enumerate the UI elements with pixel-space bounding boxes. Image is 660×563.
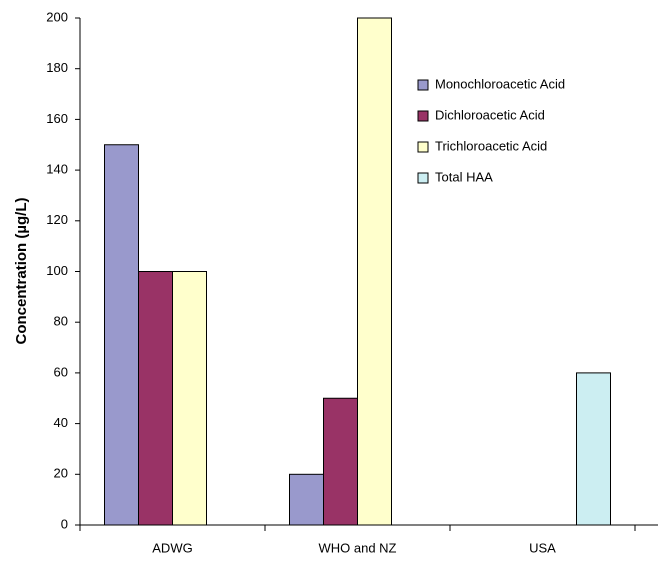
legend-label: Monochloroacetic Acid — [435, 76, 565, 91]
bar — [576, 372, 611, 526]
x-tick-label: WHO and NZ — [318, 540, 396, 555]
bar — [172, 271, 207, 526]
bar — [323, 397, 358, 526]
y-tick-label: 200 — [46, 9, 68, 24]
legend-swatch — [417, 79, 429, 91]
bar — [357, 17, 392, 526]
bar — [289, 473, 324, 526]
bar — [138, 271, 173, 526]
legend-swatch — [417, 141, 429, 153]
y-tick-label: 100 — [46, 263, 68, 278]
y-tick-label: 0 — [61, 516, 68, 531]
y-tick-label: 180 — [46, 60, 68, 75]
y-tick-label: 140 — [46, 162, 68, 177]
bar — [104, 144, 139, 526]
x-tick-label: USA — [529, 540, 556, 555]
y-tick-label: 80 — [54, 314, 68, 329]
y-tick-label: 120 — [46, 212, 68, 227]
legend-label: Dichloroacetic Acid — [435, 107, 545, 122]
legend-label: Total HAA — [435, 169, 493, 184]
x-tick-label: ADWG — [152, 540, 192, 555]
y-tick-label: 60 — [54, 364, 68, 379]
y-tick-label: 40 — [54, 415, 68, 430]
legend-swatch — [417, 110, 429, 122]
y-tick-label: 160 — [46, 111, 68, 126]
legend-label: Trichloroacetic Acid — [435, 138, 547, 153]
y-axis-title: Concentration (µg/L) — [13, 198, 30, 345]
legend-swatch — [417, 172, 429, 184]
y-tick-label: 20 — [54, 466, 68, 481]
